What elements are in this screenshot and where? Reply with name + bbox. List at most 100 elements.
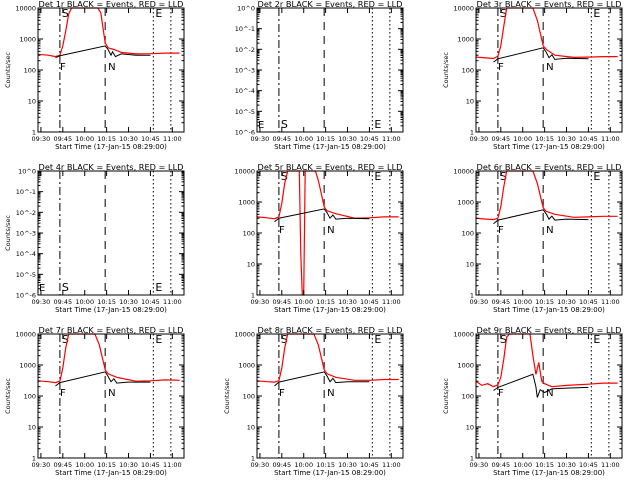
y-tick-label: 1000 (457, 199, 474, 207)
x-tick-label: 10:30 (119, 461, 138, 469)
x-tick-label: 11:00 (382, 298, 401, 306)
chart-title: Det 1r BLACK = Events, RED = LLD (39, 0, 184, 9)
y-tick-label: 1000 (19, 362, 36, 370)
y-tick-label: 1 (32, 129, 36, 137)
chart-title: Det 3r BLACK = Events, RED = LLD (477, 0, 622, 9)
x-axis-label: Start Time (17-Jan-15 08:29:00) (55, 143, 167, 151)
x-tick-label: 10:00 (513, 135, 532, 143)
y-tick-label: 10 (466, 261, 474, 269)
y-tick-label: 10^-4 (235, 87, 255, 95)
lld-series-line (475, 333, 618, 388)
x-tick-label: 10:45 (141, 461, 160, 469)
x-tick-label: 10:00 (513, 298, 532, 306)
y-tick-label: 1 (470, 129, 474, 137)
marker-label: S (281, 118, 288, 131)
x-tick-label: 09:30 (32, 135, 51, 143)
chart-title: Det 7r BLACK = Events, RED = LLD (39, 325, 184, 335)
y-tick-label: 10^-3 (16, 230, 36, 238)
x-tick-label: 11:00 (382, 461, 401, 469)
x-tick-label: 10:00 (513, 461, 532, 469)
marker-label: E (155, 7, 162, 20)
x-tick-label: 10:45 (579, 135, 598, 143)
x-tick-label: 11:00 (163, 461, 182, 469)
chart-2: Det 2r BLACK = Events, RED = LLD S E E 10^0 1… (235, 0, 404, 151)
x-axis-label: Start Time (17-Jan-15 08:29:00) (55, 469, 167, 477)
x-axis-label: Start Time (17-Jan-15 08:29:00) (493, 469, 605, 477)
marker-label: E (593, 170, 600, 183)
y-tick-label: 1000 (238, 362, 255, 370)
events-series-line (493, 47, 589, 63)
y-tick-label: 10000 (453, 5, 474, 13)
x-tick-label: 10:45 (360, 461, 379, 469)
y-tick-label: 10^-2 (235, 46, 255, 54)
x-tick-label: 10:00 (75, 135, 94, 143)
x-tick-label: 11:00 (601, 298, 620, 306)
x-tick-label: 09:30 (470, 135, 489, 143)
y-tick-label: 1000 (238, 199, 255, 207)
chart-title: Det 6r BLACK = Events, RED = LLD (477, 162, 622, 172)
y-tick-label: 10^-1 (16, 188, 36, 196)
x-tick-label: 11:00 (163, 135, 182, 143)
x-axis-label: Start Time (17-Jan-15 08:29:00) (493, 143, 605, 151)
marker-label: S (62, 333, 69, 346)
y-tick-label: 10 (247, 424, 255, 432)
y-axis-label: Counts/sec (442, 52, 450, 88)
x-tick-label: 10:00 (75, 461, 94, 469)
y-tick-label: 1 (251, 455, 255, 463)
y-tick-label: 100 (24, 393, 36, 401)
x-tick-label: 09:30 (251, 135, 270, 143)
side-label-left: F (60, 62, 66, 73)
marker-label: S (500, 170, 507, 183)
side-label-left: F (498, 225, 504, 236)
side-label-left: F (60, 388, 66, 399)
x-axis-label: Start Time (17-Jan-15 08:29:00) (493, 306, 605, 314)
chart-title: Det 4r BLACK = Events, RED = LLD (39, 162, 184, 172)
x-tick-label: 09:45 (491, 461, 510, 469)
y-axis-label: Counts/sec (4, 378, 12, 414)
chart-title: Det 9r BLACK = Events, RED = LLD (477, 325, 622, 335)
marker-label: S (62, 281, 69, 294)
side-label-left: F (498, 388, 504, 399)
events-series-line (274, 208, 370, 223)
y-tick-label: 100 (462, 393, 474, 401)
chart-title: Det 5r BLACK = Events, RED = LLD (258, 162, 403, 172)
side-label-left: F (498, 62, 504, 73)
x-tick-label: 10:00 (75, 298, 94, 306)
x-tick-label: 10:15 (535, 461, 554, 469)
events-series-line (493, 373, 589, 398)
y-tick-label: 10 (466, 424, 474, 432)
x-tick-label: 10:30 (557, 135, 576, 143)
y-tick-label: 10 (466, 98, 474, 106)
marker-label: E (593, 7, 600, 20)
side-label-right: N (327, 388, 334, 399)
y-tick-label: 1 (470, 455, 474, 463)
y-tick-label: 10^-6 (16, 292, 36, 300)
x-tick-label: 10:00 (294, 135, 313, 143)
side-label-left: E (258, 120, 264, 131)
x-tick-label: 10:45 (141, 135, 160, 143)
x-tick-label: 09:45 (272, 135, 291, 143)
side-label-right: N (546, 388, 553, 399)
y-tick-label: 10 (28, 424, 36, 432)
y-tick-label: 100 (462, 67, 474, 75)
y-tick-label: 100 (243, 393, 255, 401)
y-tick-label: 10^-5 (235, 108, 255, 116)
y-tick-label: 10000 (234, 331, 255, 339)
x-tick-label: 09:45 (53, 461, 72, 469)
chart-title: Det 2r BLACK = Events, RED = LLD (258, 0, 403, 9)
y-tick-label: 1 (251, 292, 255, 300)
side-label-right: N (327, 225, 334, 236)
side-label-right: N (546, 62, 553, 73)
chart-4: Det 4r BLACK = Events, RED = LLD S E E 10^0 1… (4, 162, 185, 314)
x-tick-label: 09:30 (251, 461, 270, 469)
side-label-right: N (108, 62, 115, 73)
x-tick-label: 10:45 (579, 298, 598, 306)
marker-label: S (62, 7, 69, 20)
x-tick-label: 09:30 (32, 298, 51, 306)
side-label-right: N (108, 388, 115, 399)
y-tick-label: 10^-6 (235, 129, 255, 137)
side-label-left: F (279, 225, 285, 236)
